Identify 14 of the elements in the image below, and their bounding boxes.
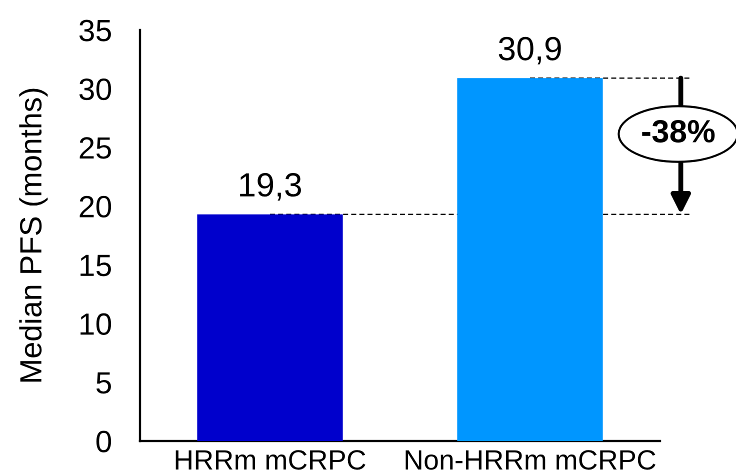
annotation: -38% [642,120,715,143]
y-tick-label: 30 [79,78,112,100]
y-tick-label: 20 [80,196,112,218]
x-tick-label: Non-HRRm mCRPC [406,450,656,470]
y-tick-label: 25 [80,137,111,159]
y-tick-label: 10 [80,313,112,335]
y-tick-label: 5 [96,372,111,394]
y-tick-label: 15 [80,254,111,276]
y-tick-label: 35 [79,20,111,42]
data-label: 19,3 [240,173,301,201]
y-tick-label: 0 [96,430,112,452]
x-tick-label: HRRm mCRPC [176,450,366,470]
data-label: 30,9 [498,36,561,64]
y-axis-title: Median PFS (months) [19,88,48,382]
